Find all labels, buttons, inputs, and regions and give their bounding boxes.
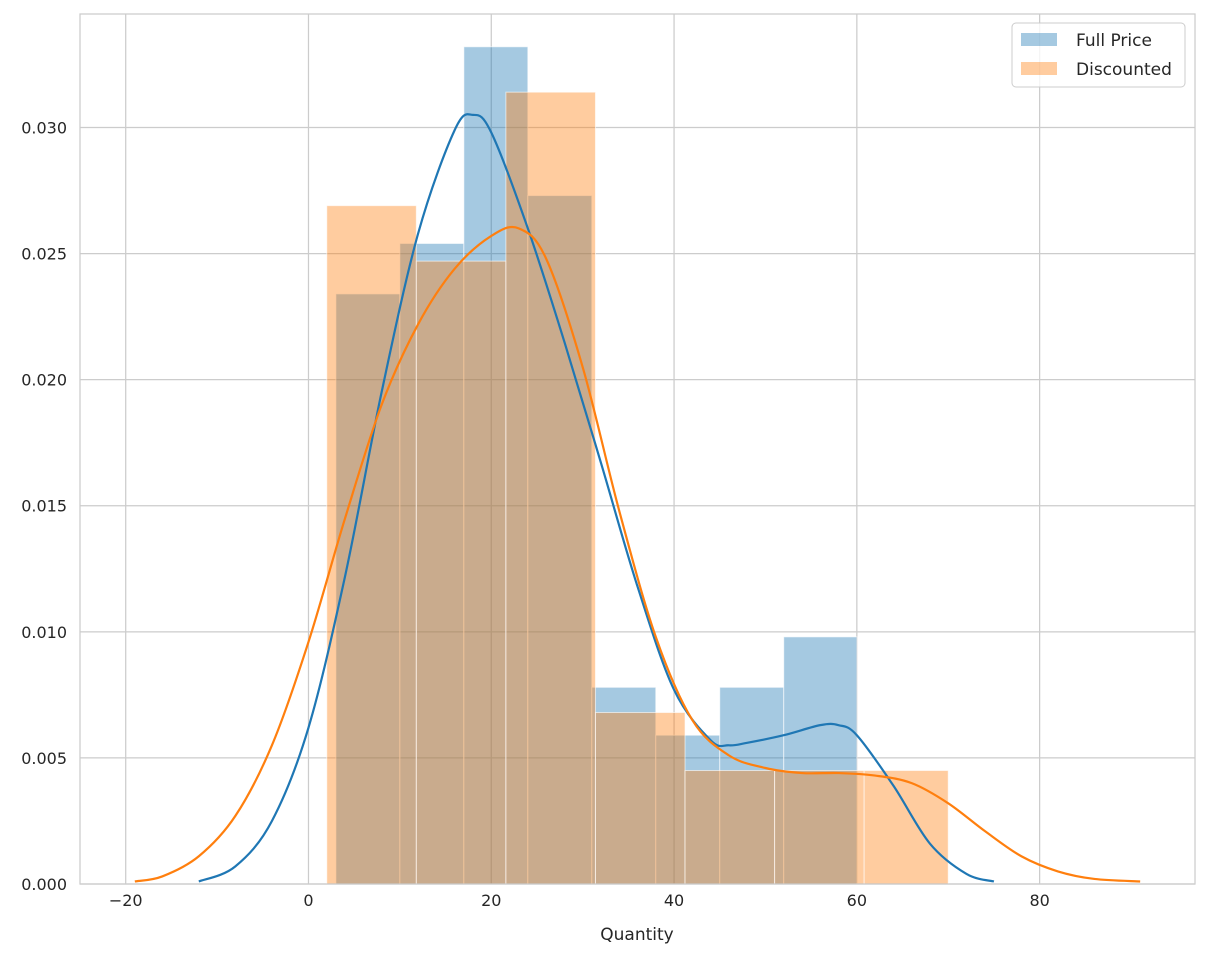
full-price-bar-3 (527, 195, 593, 885)
x-tick-label: 40 (664, 891, 684, 910)
discounted-bar-3 (594, 712, 686, 885)
discounted-bar-4 (684, 770, 776, 885)
plot-background (80, 14, 1195, 884)
y-tick-label: 0.025 (21, 245, 67, 264)
full-price-kde-line (198, 113, 995, 883)
discounted-bar-6 (863, 770, 949, 885)
plot-frame (79, 13, 1196, 885)
full-price-bars (335, 46, 858, 885)
discounted-bars (326, 91, 949, 885)
legend-frame (1011, 22, 1186, 88)
legend: Full Price Discounted (1011, 22, 1186, 88)
full-price-bar-4 (591, 686, 657, 885)
kde-curves (134, 113, 1141, 883)
y-axis-ticks: 0.000 0.005 0.010 0.015 0.020 0.025 0.030 (21, 118, 67, 894)
x-tick-label: 80 (1029, 891, 1049, 910)
y-tick-label: 0.020 (21, 371, 67, 390)
y-tick-label: 0.010 (21, 623, 67, 642)
full-price-bar-6 (719, 686, 785, 885)
full-price-bar-5 (655, 734, 721, 885)
y-tick-label: 0.030 (21, 118, 67, 137)
discounted-bar-1 (415, 260, 507, 885)
x-axis-label: Quantity (600, 925, 673, 945)
full-price-bar-0 (335, 293, 401, 885)
legend-label-full-price: Full Price (1076, 31, 1152, 51)
discounted-bar-5 (774, 770, 865, 885)
legend-swatch-discounted (1021, 62, 1057, 75)
x-tick-label: 60 (847, 891, 867, 910)
x-tick-label: 20 (481, 891, 501, 910)
discounted-bar-2 (505, 91, 596, 885)
x-tick-label: −20 (109, 891, 143, 910)
legend-label-discounted: Discounted (1076, 60, 1172, 80)
y-tick-label: 0.005 (21, 749, 67, 768)
x-axis-ticks: −20 0 20 40 60 80 (109, 891, 1050, 910)
discounted-kde-line (134, 225, 1141, 883)
y-tick-label: 0.000 (21, 875, 67, 894)
legend-swatch-full-price (1021, 33, 1057, 46)
discounted-bar-0 (326, 205, 417, 885)
y-tick-label: 0.015 (21, 497, 67, 516)
x-tick-label: 0 (303, 891, 313, 910)
